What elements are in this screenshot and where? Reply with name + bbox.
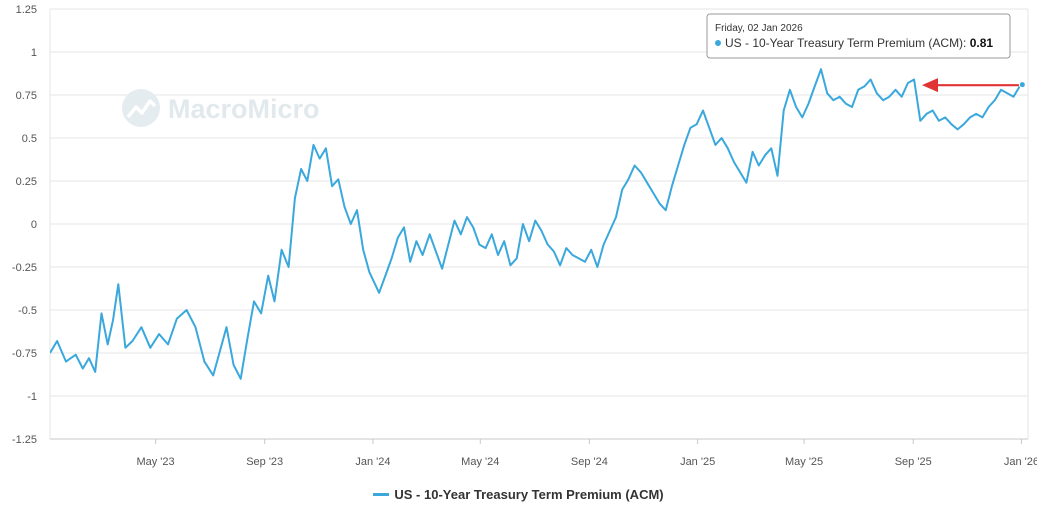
y-tick-label: 1: [31, 47, 37, 59]
tooltip-value: 0.81: [970, 36, 994, 50]
y-tick-label: -1: [27, 391, 37, 403]
watermark: MacroMicro: [122, 89, 320, 127]
x-tick-label: Sep '25: [895, 456, 932, 468]
x-tick-label: Jan '26: [1004, 456, 1037, 468]
y-axis: 1.25 1 0.75 0.5 0.25 0 -0.25 -0.5 -0.75 -1 -1.25: [12, 4, 37, 446]
x-tick-label: May '25: [785, 456, 823, 468]
series-group: [50, 68, 1026, 380]
y-tick-label: 1.25: [16, 4, 37, 16]
legend-line-icon: [373, 493, 390, 497]
x-axis: May '23 Sep '23 Jan '24 May '24 Sep '24 Jan '…: [50, 438, 1037, 468]
x-tick-label: May '24: [461, 456, 499, 468]
y-tick-label: -0.5: [18, 305, 37, 317]
annotation-arrow-head-icon: [922, 78, 938, 93]
tooltip-series-label: US - 10-Year Treasury Term Premium (ACM)…: [725, 36, 966, 50]
tooltip: Friday, 02 Jan 2026 US - 10-Year Treasur…: [706, 13, 1011, 59]
legend-label[interactable]: US - 10-Year Treasury Term Premium (ACM): [394, 487, 664, 502]
y-tick-label: -0.75: [12, 348, 37, 360]
x-tick-label: May '23: [136, 456, 174, 468]
watermark-text: MacroMicro: [168, 94, 320, 124]
y-tick-label: -1.25: [12, 434, 37, 446]
grid: [49, 8, 1029, 440]
tooltip-date: Friday, 02 Jan 2026: [715, 23, 803, 34]
watermark-logo-icon: [122, 89, 160, 127]
legend[interactable]: US - 10-Year Treasury Term Premium (ACM): [0, 487, 1037, 502]
x-tick-label: Jan '24: [355, 456, 390, 468]
y-tick-label: -0.25: [12, 262, 37, 274]
y-tick-label: 0: [31, 219, 37, 231]
annotation-arrow: [922, 78, 1019, 93]
tooltip-line: US - 10-Year Treasury Term Premium (ACM)…: [725, 36, 993, 50]
y-tick-label: 0.75: [16, 90, 37, 102]
tooltip-series-marker-icon: [715, 40, 721, 46]
x-tick-label: Sep '24: [571, 456, 608, 468]
y-tick-label: 0.25: [16, 176, 37, 188]
tooltip-box: [706, 13, 1011, 59]
y-tick-label: 0.5: [22, 133, 37, 145]
x-tick-label: Jan '25: [680, 456, 715, 468]
series-line-0: [50, 68, 1026, 380]
x-tick-label: Sep '23: [246, 456, 283, 468]
highlight-point[interactable]: [1018, 81, 1026, 89]
